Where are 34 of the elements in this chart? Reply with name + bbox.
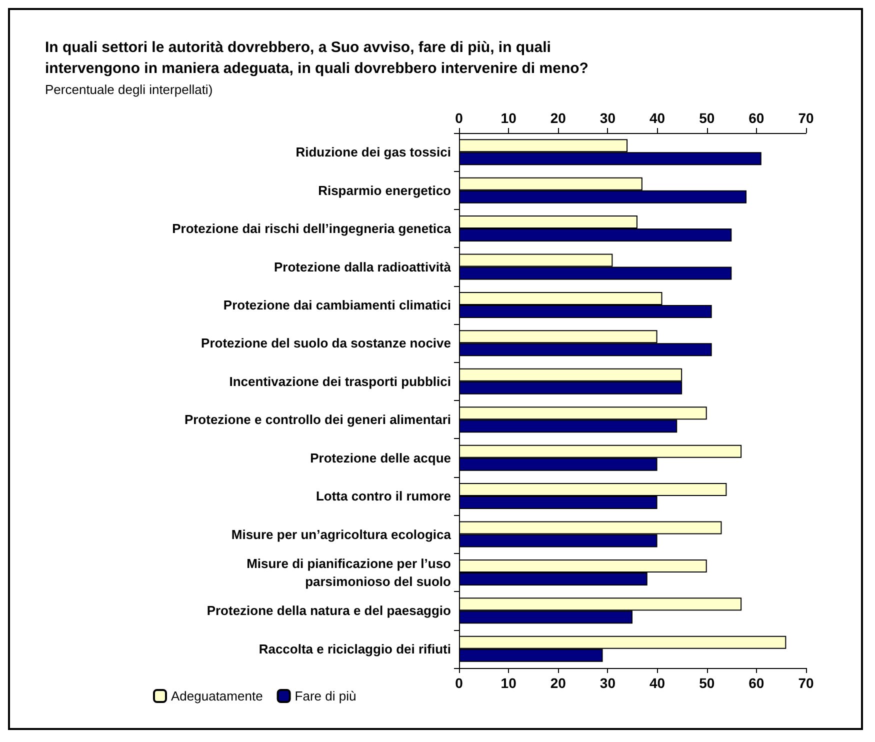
x2-tick-label: 50 xyxy=(699,110,715,126)
y-tick-label: Protezione della natura e del paesaggio xyxy=(206,603,452,618)
y-tick-label: Protezione delle acque xyxy=(310,450,451,466)
x-tick-label: 70 xyxy=(798,675,814,691)
x-tick-label: 10 xyxy=(500,675,517,691)
y-tick-label: Risparmio energetico xyxy=(318,182,452,198)
legend-label: Fare di più xyxy=(294,688,356,704)
y-tick-label: Riduzione dei gas tossici xyxy=(296,144,451,160)
y-tick-label: Incentivazione dei trasporti pubblici xyxy=(229,374,451,389)
y-tick-label: Lotta contro il rumore xyxy=(316,488,451,504)
x2-tick-label: 0 xyxy=(455,110,464,126)
x2-tick-label: 30 xyxy=(600,110,616,126)
y-tick-label: Protezione e controllo dei generi alimentari xyxy=(184,412,451,428)
text: Percentuale degli interpellati) xyxy=(45,82,213,97)
x2-tick-label: 60 xyxy=(748,110,764,126)
y-tick-label: Protezione dai rischi dell’ingegneria genetica xyxy=(172,221,452,236)
y-tick-label: Protezione dalla radioattività xyxy=(274,259,452,274)
x-tick-label: 60 xyxy=(748,675,764,691)
x2-tick-label: 40 xyxy=(649,110,666,126)
x2-tick-label: 10 xyxy=(500,110,517,126)
x-tick-label: 40 xyxy=(649,675,666,691)
y-tick-label: Raccolta e riciclaggio dei rifiuti xyxy=(258,641,451,656)
x2-tick-label: 20 xyxy=(550,110,566,126)
y-tick-label: Misure per un’agricoltura ecologica xyxy=(231,526,452,542)
x-tick-label: 20 xyxy=(550,675,566,691)
y-tick-label: Protezione dai cambiamenti climatici xyxy=(223,297,451,312)
x-tick-label: 50 xyxy=(699,675,715,691)
x-tick-label: 30 xyxy=(600,675,616,691)
legend-label: Adeguatamente xyxy=(171,688,263,704)
y-tick-label: Misure di pianificazione per l’uso parsimonioso del suolo xyxy=(246,556,452,589)
x2-tick-label: 70 xyxy=(798,110,814,126)
x-tick-label: 0 xyxy=(455,675,464,691)
text: In quali settori le autorità dovrebbero, a Suo avviso, fare di più, in quali intervengono in maniera adeguata, in quali dovrebbero intervenire di meno? xyxy=(45,39,588,77)
y-tick-label: Protezione del suolo da sostanze nocive xyxy=(201,336,451,351)
